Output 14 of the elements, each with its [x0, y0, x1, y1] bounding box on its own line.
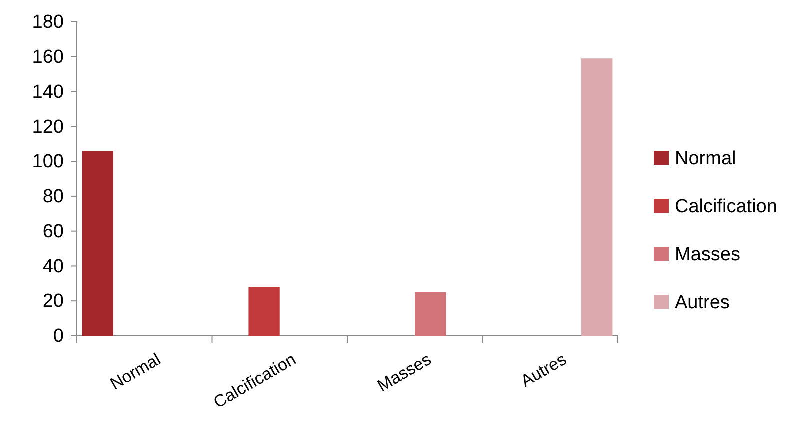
y-tick-label: 140 [32, 82, 64, 103]
legend-label: Calcification [675, 196, 778, 218]
y-tick-label: 120 [32, 116, 64, 138]
legend-label: Masses [675, 244, 740, 266]
legend-label: Autres [675, 292, 730, 314]
legend-label: Normal [675, 148, 736, 170]
y-tick-label: 180 [32, 12, 64, 34]
y-tick-label: 60 [42, 221, 64, 242]
y-tick-label: 0 [53, 326, 64, 348]
y-tick-label: 80 [42, 186, 64, 208]
y-tick-label: 100 [32, 152, 64, 173]
y-tick-label: 20 [42, 291, 64, 312]
y-tick-label: 160 [32, 46, 64, 68]
y-tick-label: 40 [42, 256, 64, 278]
